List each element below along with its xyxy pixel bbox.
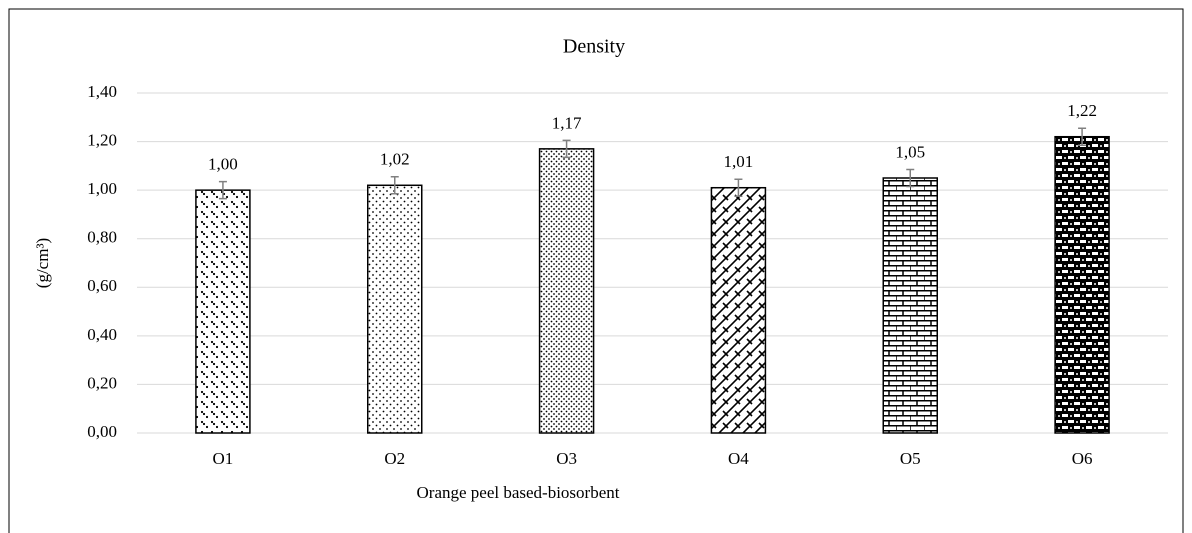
x-tick-label: O4 <box>728 449 749 468</box>
y-tick-label: 0,80 <box>87 228 117 247</box>
data-label: 1,22 <box>1067 101 1097 120</box>
bar <box>367 184 423 434</box>
error-bar <box>390 176 399 195</box>
x-tick-label: O2 <box>384 449 405 468</box>
x-tick-label: O6 <box>1072 449 1093 468</box>
y-tick-label: 1,20 <box>87 130 117 149</box>
data-label: 1,00 <box>208 155 238 174</box>
x-tick-label: O3 <box>556 449 577 468</box>
chart-frame <box>8 8 1184 533</box>
x-tick-label: O5 <box>900 449 921 468</box>
error-bar <box>1078 127 1087 146</box>
y-tick-label: 1,40 <box>87 82 117 101</box>
error-bar <box>562 139 571 159</box>
data-label: 1,02 <box>380 150 410 169</box>
y-tick-label: 0,00 <box>87 422 117 441</box>
data-label: 1,05 <box>895 142 925 161</box>
bar <box>882 177 938 434</box>
chart-title: Density <box>563 36 625 58</box>
bar <box>1054 135 1110 434</box>
data-label: 1,17 <box>552 113 582 132</box>
error-bar <box>734 178 743 197</box>
bar <box>710 186 767 434</box>
y-tick-label: 0,20 <box>87 373 117 392</box>
y-tick-label: 0,60 <box>87 276 117 295</box>
error-bar <box>218 180 227 200</box>
y-axis-label: (g/cm³) <box>33 238 52 288</box>
data-label: 1,01 <box>724 152 754 171</box>
x-axis-label: Orange peel based-biosorbent <box>417 483 620 502</box>
y-tick-label: 0,40 <box>87 325 117 344</box>
y-tick-label: 1,00 <box>87 179 117 198</box>
x-tick-label: O1 <box>213 449 234 468</box>
bar <box>538 148 595 434</box>
bar <box>195 189 251 434</box>
error-bar <box>906 168 915 188</box>
